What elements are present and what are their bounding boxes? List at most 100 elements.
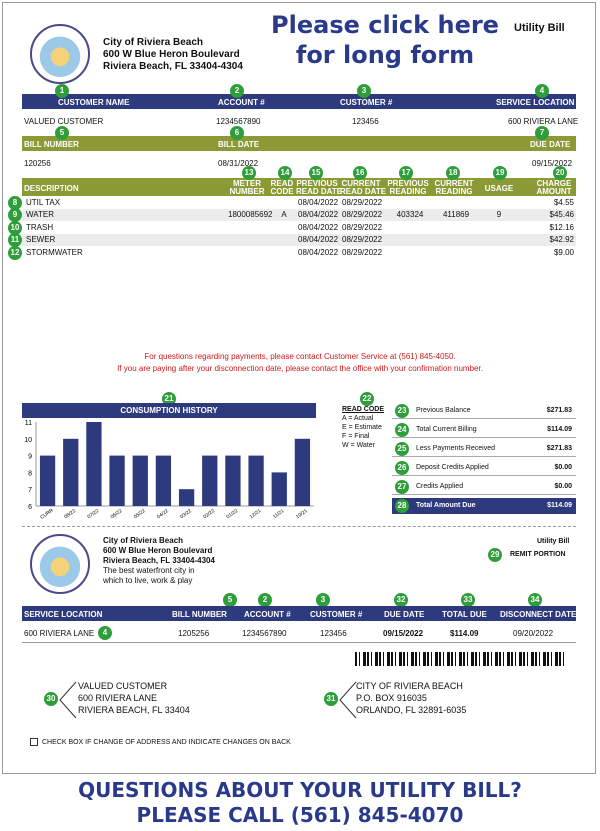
callout-badge: 21 (162, 392, 176, 406)
callout-badge: 9 (8, 208, 22, 223)
charge-cell-desc: TRASH (26, 222, 54, 232)
customer-number: 123456 (352, 117, 379, 126)
callout-badge: 5 (55, 126, 69, 140)
charge-cell-prev-date: 08/04/2022 (298, 247, 339, 257)
x-tick-label: 10/21 (295, 508, 309, 520)
callout-badge: 3 (316, 593, 330, 607)
callout-badge: 32 (394, 593, 408, 607)
charge-cell-meter: 1800085692 (228, 210, 273, 220)
read-code-line: F = Final (342, 433, 370, 440)
x-tick-label: 07/22 (86, 508, 100, 520)
x-tick-label: 12/21 (249, 508, 263, 520)
footer-line2: PLEASE CALL (561) 845-4070 (136, 803, 464, 827)
consumption-bar (132, 455, 148, 506)
header-street: 600 W Blue Heron Boulevard (103, 49, 240, 60)
callout-badge: 4 (535, 84, 549, 98)
doc-title: Utility Bill (514, 22, 565, 34)
h-read-code: READ CODE (270, 179, 294, 196)
charge-cell-amount: $12.16 (549, 222, 574, 232)
city-seal-logo (30, 24, 90, 84)
charge-cell-usage: 9 (496, 210, 502, 220)
bill-date: 08/31/2022 (218, 159, 259, 168)
bracket-icon (59, 681, 77, 719)
read-code-line: W = Water (342, 442, 375, 449)
payment-notice: For questions regarding payments, please… (144, 352, 456, 361)
remit-portion-label: REMIT PORTION (510, 551, 566, 558)
customer-name: VALUED CUSTOMER (24, 117, 104, 126)
charge-cell-desc: SEWER (26, 235, 56, 245)
summary-row: 23 Previous Balance $271.83 (392, 403, 576, 419)
bill-number: 120256 (24, 159, 51, 168)
consumption-bar (63, 438, 79, 506)
h-account: ACCOUNT # (218, 98, 265, 107)
charge-cell-cur-date: 08/29/2022 (342, 222, 383, 232)
h-bill-date: BILL DATE (218, 140, 260, 149)
callout-badge: 1 (55, 84, 69, 98)
address-change-label: CHECK BOX IF CHANGE OF ADDRESS AND INDIC… (42, 738, 291, 746)
customer-mailing-address: VALUED CUSTOMER 600 RIVIERA LANE RIVIERA B… (78, 681, 190, 715)
read-code-line: E = Estimate (342, 424, 382, 431)
account-header-bar: CUSTOMER NAME ACCOUNT # CUSTOMER # SERVI… (22, 94, 576, 109)
remit-row-rule (22, 642, 576, 643)
charge-cell-cur-read: 411869 (442, 210, 470, 220)
summary-row: 25 Less Payments Received $271.83 (392, 441, 576, 457)
bill-frame (2, 2, 596, 774)
postal-barcode (355, 652, 565, 666)
callout-badge: 12 (8, 245, 22, 260)
h-charge-amount: CHARGE AMOUNT (536, 179, 572, 196)
consumption-bar (178, 489, 195, 506)
consumption-bar (294, 438, 311, 506)
address-change-checkbox[interactable] (30, 738, 38, 746)
charge-cell-cur-date: 08/29/2022 (342, 235, 383, 245)
y-tick-label: 9 (28, 454, 32, 461)
h-prev-reading: PREVIOUS READING (387, 179, 429, 196)
header-citystate: Riviera Beach, FL 33404-4304 (103, 61, 243, 72)
charge-cell-code: A (281, 210, 287, 220)
h-service-location: SERVICE LOCATION (496, 98, 575, 107)
charge-cell-desc: WATER (26, 210, 54, 220)
footer-line1: QUESTIONS ABOUT YOUR UTILITY BILL? (78, 778, 522, 802)
y-tick-label: 11 (25, 420, 32, 427)
y-tick-label: 6 (28, 504, 32, 511)
long-form-link[interactable]: Please click here for long form (270, 10, 500, 70)
remit-due-date: 09/15/2022 (383, 629, 424, 638)
callout-badge: 22 (360, 392, 374, 406)
callout-badge: 11 (8, 233, 22, 248)
charge-cell-cur-date: 08/29/2022 (342, 210, 383, 220)
remit-bill-number: 1205256 (178, 629, 210, 638)
account-number: 1234567890 (216, 117, 261, 126)
callout-badge: 7 (535, 126, 549, 140)
remit-service-location: 600 RIVIERA LANE (24, 629, 95, 638)
remit-header-bar: SERVICE LOCATION BILL NUMBER ACCOUNT # C… (22, 606, 576, 621)
footer-callout: QUESTIONS ABOUT YOUR UTILITY BILL? PLEAS… (0, 778, 600, 828)
callout-badge: 14 (278, 166, 292, 180)
charge-cell-prev-read: 403324 (396, 210, 424, 220)
consumption-bar (225, 455, 241, 506)
charge-cell-prev-date: 08/04/2022 (298, 210, 339, 220)
callout-badge: 19 (493, 166, 507, 180)
callout-badge: 29 (488, 548, 502, 562)
charge-cell-prev-date: 08/04/2022 (298, 198, 339, 207)
charge-cell-prev-date: 08/04/2022 (298, 235, 339, 245)
h-cur-read-date: CURRENT READ DATE (340, 179, 387, 196)
header-address: City of Riviera Beach 600 W Blue Heron B… (103, 37, 243, 73)
address-change-row[interactable]: CHECK BOX IF CHANGE OF ADDRESS AND INDIC… (30, 738, 291, 746)
remit-address: City of Riviera Beach 600 W Blue Heron B… (103, 536, 215, 585)
h-usage: USAGE (484, 184, 514, 193)
h-bill-number: BILL NUMBER (24, 140, 79, 149)
remit-customer: 123456 (320, 629, 347, 638)
charge-row: SEWER 08/04/2022 08/29/2022 $42.92 (22, 234, 576, 247)
callout-badge: 33 (461, 593, 475, 607)
consumption-bar (202, 455, 218, 506)
consumption-bar (248, 455, 264, 506)
consumption-bar (155, 455, 172, 506)
callout-badge: 13 (242, 166, 256, 180)
remit-account: 1234567890 (242, 629, 287, 638)
charge-cell-cur-date: 08/29/2022 (342, 198, 383, 207)
callout-badge: 6 (230, 126, 244, 140)
callout-badge: 30 (44, 692, 58, 706)
h-customer-no: CUSTOMER # (340, 98, 393, 107)
tear-line (22, 526, 576, 527)
h-due-date: DUE DATE (530, 140, 571, 149)
summary-row: 26 Deposit Credits Applied $0.00 (392, 460, 576, 476)
